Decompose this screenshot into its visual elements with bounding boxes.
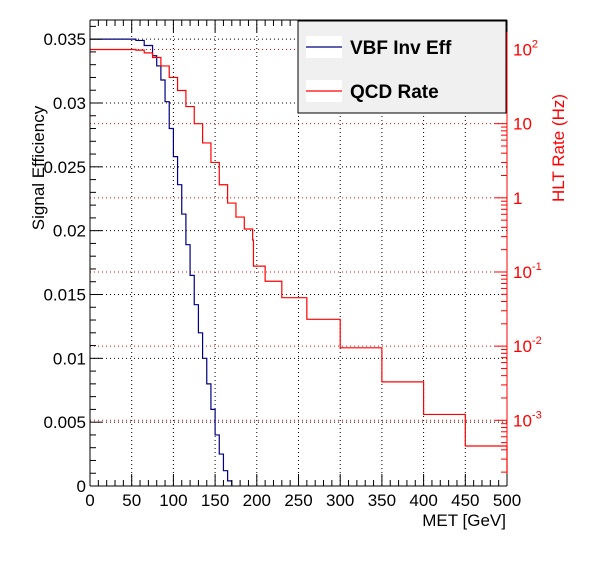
x-tick-label: 250 <box>284 491 312 510</box>
legend-label: QCD Rate <box>350 82 439 103</box>
y-right-tick-label: 10 <box>513 115 532 134</box>
y-right-tick-label: 10-1 <box>513 261 542 282</box>
y-left-tick-label: 0.02 <box>53 222 86 241</box>
x-axis-title: MET [GeV] <box>422 511 506 530</box>
x-tick-label: 400 <box>409 491 437 510</box>
y-left-tick-label: 0.035 <box>43 30 86 49</box>
y-right-tick-label: 102 <box>513 39 538 60</box>
series-layer <box>90 38 508 486</box>
x-tick-label: 150 <box>201 491 229 510</box>
x-tick-label: 50 <box>122 491 141 510</box>
series-line-rate <box>90 48 508 474</box>
y-left-tick-label: 0.01 <box>53 349 86 368</box>
x-tick-label: 450 <box>451 491 479 510</box>
x-tick-label: 0 <box>85 491 94 510</box>
y-left-tick-label: 0.025 <box>43 158 86 177</box>
series-line-efficiency <box>90 38 233 486</box>
legend-label: VBF Inv Eff <box>350 38 452 59</box>
y-left-tick-label: 0.015 <box>43 285 86 304</box>
y-axis-left-title: Signal Efficiency <box>29 105 48 230</box>
x-tick-label: 300 <box>326 491 354 510</box>
y-right-tick-label: 10-2 <box>513 335 542 356</box>
y-right-tick-exponent: -1 <box>532 261 542 273</box>
y-right-tick-label: 1 <box>513 189 522 208</box>
y-right-tick-exponent: -2 <box>532 335 542 347</box>
y-right-tick-exponent: -3 <box>532 409 542 421</box>
x-tick-label: 200 <box>243 491 271 510</box>
y-left-tick-label: 0 <box>77 477 86 496</box>
y-axis-right-title: HLT Rate (Hz) <box>549 94 568 202</box>
x-tick-label: 350 <box>368 491 396 510</box>
x-tick-label: 500 <box>493 491 521 510</box>
y-right-tick-exponent: 2 <box>532 39 538 51</box>
axes-layer: 0 50 100 150 200 250 300 350 400 450 500 0 0.005 0.01… <box>43 19 542 510</box>
x-tick-label: 100 <box>159 491 187 510</box>
y-left-tick-label: 0.005 <box>43 413 86 432</box>
y-left-tick-label: 0.03 <box>53 94 86 113</box>
y-right-tick-label: 10-3 <box>513 409 542 430</box>
legend: VBF Inv Eff QCD Rate <box>297 20 507 114</box>
